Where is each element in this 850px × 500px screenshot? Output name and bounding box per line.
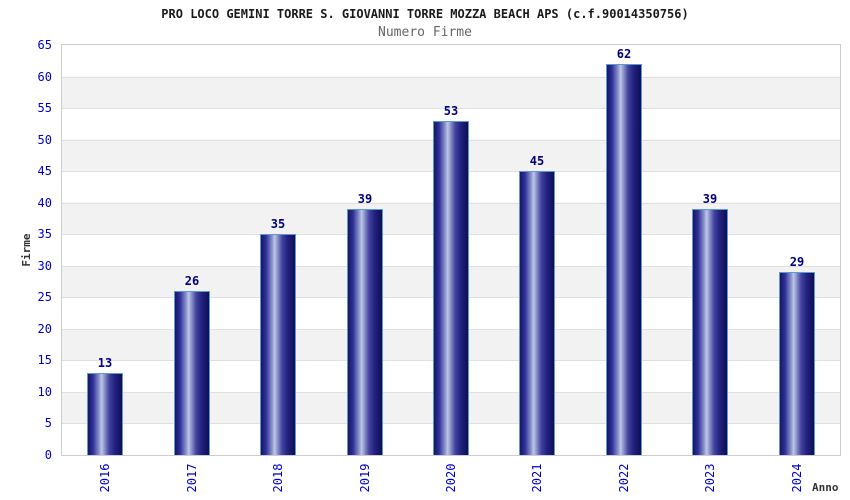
chart-title: PRO LOCO GEMINI TORRE S. GIOVANNI TORRE … xyxy=(161,7,689,21)
y-tick-label: 0 xyxy=(44,448,52,462)
bar-2020 xyxy=(433,121,469,455)
x-tick-label: 2016 xyxy=(98,463,112,493)
x-tick-label: 2020 xyxy=(444,463,458,493)
x-axis-label: Anno xyxy=(812,481,839,494)
y-tick-label: 35 xyxy=(37,227,52,242)
x-tick-label: 2021 xyxy=(530,463,544,493)
bar-2021 xyxy=(519,171,555,455)
y-tick-label: 40 xyxy=(37,195,52,210)
gridline xyxy=(62,108,840,110)
bar-2019 xyxy=(347,209,383,455)
y-tick-label: 15 xyxy=(37,353,52,368)
x-tick-label: 2017 xyxy=(185,463,199,493)
bar-value-label: 53 xyxy=(443,104,459,118)
y-tick-label: 30 xyxy=(37,258,52,273)
y-tick-label: 50 xyxy=(37,132,52,147)
bar-value-label: 62 xyxy=(616,47,632,61)
bar-2024 xyxy=(779,272,815,455)
y-tick-label: 60 xyxy=(37,69,52,84)
y-tick-label: 20 xyxy=(37,321,52,336)
plot-area: 13 26 35 39 53 45 62 39 29 xyxy=(61,44,841,456)
bar-value-label: 13 xyxy=(97,356,113,370)
bar-2018 xyxy=(260,234,296,455)
bar-value-label: 45 xyxy=(529,154,545,168)
bar-value-label: 39 xyxy=(702,192,718,206)
bar-value-label: 39 xyxy=(357,192,373,206)
chart-subtitle: Numero Firme xyxy=(378,25,472,40)
x-tick-label: 2019 xyxy=(358,463,372,493)
y-tick-label: 25 xyxy=(37,290,52,305)
gridline xyxy=(62,76,840,78)
x-tick-label: 2024 xyxy=(790,463,804,493)
x-tick-label: 2018 xyxy=(271,463,285,493)
y-tick-label: 65 xyxy=(37,38,52,52)
bar-value-label: 26 xyxy=(184,274,200,288)
bar-value-label: 35 xyxy=(270,217,286,231)
x-tick-label: 2023 xyxy=(703,463,717,493)
y-tick-label: 5 xyxy=(44,416,52,431)
y-tick-label: 45 xyxy=(37,164,52,179)
x-tick-label: 2022 xyxy=(617,463,631,493)
y-tick-label: 10 xyxy=(37,384,52,399)
y-tick-label: 55 xyxy=(37,101,52,116)
bar-value-label: 29 xyxy=(789,255,805,269)
bar-2023 xyxy=(692,209,728,455)
y-axis-label: Firme xyxy=(20,233,33,267)
bar-2022 xyxy=(606,64,642,455)
bar-2016 xyxy=(87,373,123,455)
bar-2017 xyxy=(174,291,210,455)
